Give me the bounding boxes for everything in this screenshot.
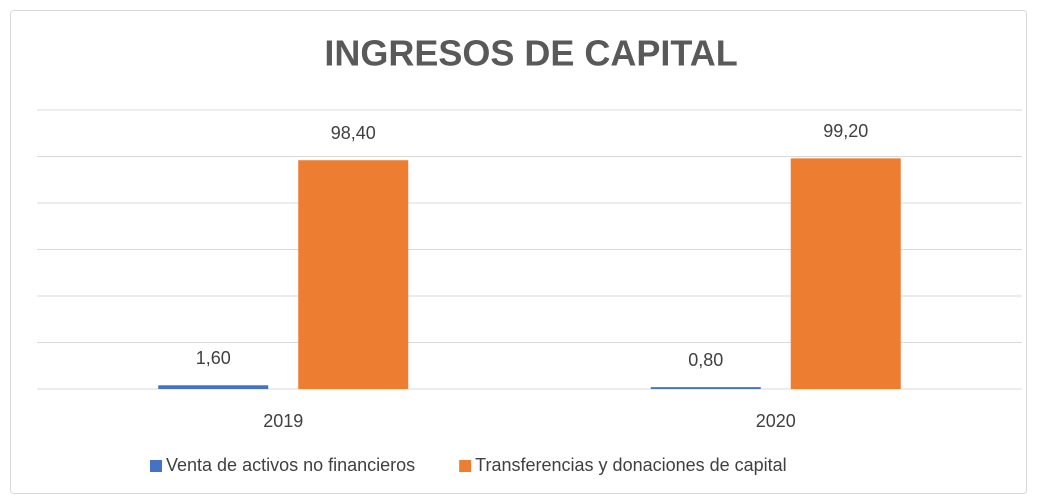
legend-label: Transferencias y donaciones de capital [475, 455, 787, 475]
bar [650, 387, 761, 389]
bar [158, 385, 269, 389]
legend-label: Venta de activos no financieros [166, 455, 415, 475]
value-label: 99,20 [823, 121, 868, 141]
x-tick-label: 2020 [756, 411, 796, 431]
bar [298, 160, 409, 389]
value-label: 0,80 [688, 350, 723, 370]
value-label: 98,40 [331, 123, 376, 143]
x-tick-label: 2019 [263, 411, 303, 431]
legend-swatch [150, 460, 162, 472]
bar [790, 158, 901, 389]
value-label: 1,60 [196, 348, 231, 368]
chart-title: INGRESOS DE CAPITAL [324, 33, 737, 74]
chart-border [10, 10, 1027, 494]
legend-swatch [459, 460, 472, 472]
